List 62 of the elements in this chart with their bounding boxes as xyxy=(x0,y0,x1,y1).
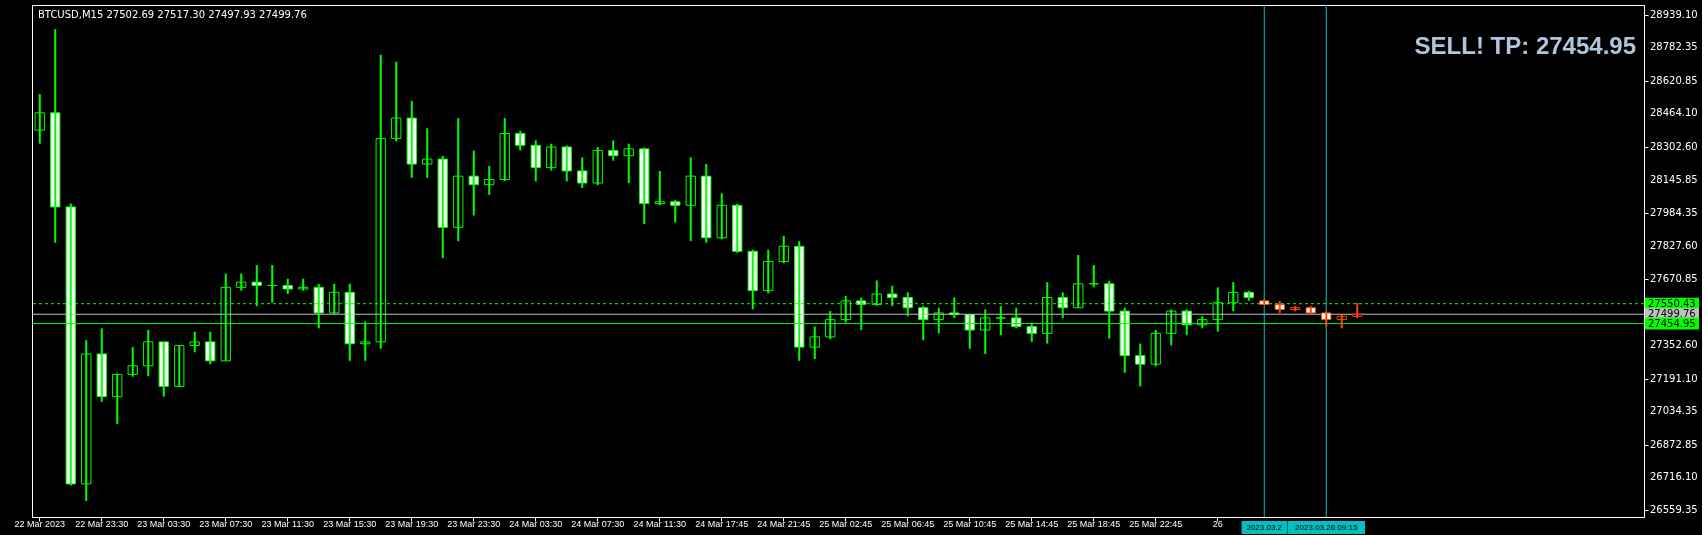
y-tick-label: 28620.85 xyxy=(1650,74,1698,86)
x-tick-label: 25 Mar 10:45 xyxy=(943,518,997,529)
y-tick-label: 27984.35 xyxy=(1650,207,1698,219)
x-tick-label: 25 Mar 02:45 xyxy=(819,518,873,529)
candlestick xyxy=(267,264,278,304)
y-tick-label: 28145.85 xyxy=(1650,173,1698,185)
x-tick-label: 22 Mar 23:30 xyxy=(75,518,129,529)
y-tick-label: 26716.10 xyxy=(1650,471,1698,483)
y-tick-label: 28782.35 xyxy=(1650,41,1698,53)
x-tick-label: 2023.03.26 09:15 xyxy=(1295,523,1358,532)
candlestick xyxy=(670,199,681,224)
y-tick-label: 27352.60 xyxy=(1650,338,1698,350)
x-tick-label: 25 Mar 06:45 xyxy=(881,518,935,529)
candlestick xyxy=(1305,305,1316,316)
x-tick-label: 24 Mar 11:30 xyxy=(633,518,686,529)
y-tick-label: 28939.10 xyxy=(1650,8,1698,20)
candlestick xyxy=(1290,305,1301,313)
candlestick xyxy=(282,277,293,295)
x-tick-label: 24 Mar 03:30 xyxy=(509,518,563,529)
y-tick-label: 27670.85 xyxy=(1650,272,1698,284)
x-tick-label: 23 Mar 19:30 xyxy=(385,518,439,529)
x-tick-label: 2023.03.2 xyxy=(1246,523,1283,532)
x-tick-label: 23 Mar 15:30 xyxy=(323,518,377,529)
y-tick-label: 27191.10 xyxy=(1650,372,1698,384)
x-tick-label: 23 Mar 07:30 xyxy=(199,518,253,529)
ref-line-label: 27550.43 xyxy=(1648,297,1696,309)
x-tick-label: 23 Mar 11:30 xyxy=(261,518,314,529)
candlestick xyxy=(391,60,402,143)
y-tick-label: 26872.85 xyxy=(1650,438,1698,450)
candlestick xyxy=(809,325,820,360)
x-tick-label: 25 Mar 22:45 xyxy=(1129,518,1183,529)
candlestick xyxy=(1135,342,1146,388)
x-tick-label: 25 Mar 18:45 xyxy=(1067,518,1121,529)
candlestick xyxy=(1321,310,1332,328)
candlestick xyxy=(422,127,433,179)
ref-line-label: 27454.95 xyxy=(1648,317,1696,329)
ref-line-label: 27499.76 xyxy=(1648,308,1696,320)
candlestick xyxy=(1259,298,1270,306)
y-tick-label: 27827.60 xyxy=(1650,239,1698,251)
candlestick xyxy=(623,142,634,185)
candlestick xyxy=(298,277,309,292)
candlestick xyxy=(236,272,247,292)
y-tick-label: 28464.10 xyxy=(1650,107,1698,119)
y-tick-label: 26559.35 xyxy=(1650,504,1698,516)
x-tick-label: 23 Mar 23:30 xyxy=(447,518,501,529)
annotation: SELL! TP: 27454.95 xyxy=(1414,32,1636,59)
candlestick xyxy=(127,346,138,378)
candlestick xyxy=(561,144,572,183)
x-tick-label: 22 Mar 2023 xyxy=(14,518,66,529)
y-tick-label: 27034.35 xyxy=(1650,405,1698,417)
x-tick-label: 24 Mar 17:45 xyxy=(695,518,749,529)
chart-title: BTCUSD,M15 27502.69 27517.30 27497.93 27499.76 xyxy=(38,9,307,20)
x-tick-label: 23 Mar 03:30 xyxy=(137,518,191,529)
x-tick-label: 24 Mar 21:45 xyxy=(757,518,811,529)
candlestick xyxy=(654,169,665,207)
y-tick-label: 28302.60 xyxy=(1650,141,1698,153)
x-tick-label: 26 xyxy=(1212,518,1223,529)
candlestick xyxy=(189,330,200,354)
candlestick xyxy=(1088,264,1099,289)
x-tick-label: 24 Mar 07:30 xyxy=(571,518,625,529)
candlestick xyxy=(577,156,588,190)
x-tick-label: 25 Mar 14:45 xyxy=(1005,518,1059,529)
